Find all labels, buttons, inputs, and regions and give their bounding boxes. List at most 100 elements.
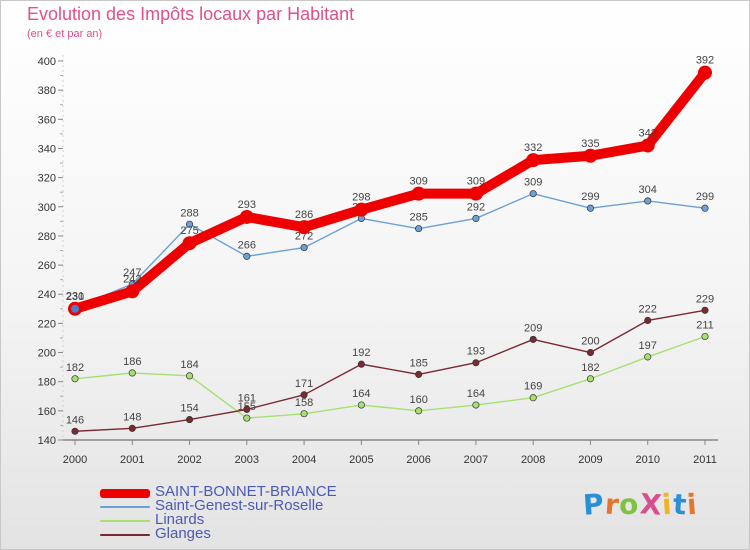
y-tick-label: 220 bbox=[38, 318, 56, 330]
data-label-saint-bonnet-briance: 230 bbox=[66, 291, 84, 303]
data-point-linards bbox=[415, 407, 423, 415]
data-point-saint-bonnet-briance bbox=[468, 186, 483, 201]
data-point-saint-genest-sur-roselle bbox=[415, 225, 423, 233]
data-label-linards: 182 bbox=[66, 362, 84, 374]
y-tick-label: 300 bbox=[38, 202, 56, 214]
data-label-linards: 197 bbox=[639, 340, 657, 352]
data-label-saint-bonnet-briance: 392 bbox=[696, 55, 714, 67]
data-point-saint-bonnet-briance bbox=[297, 220, 312, 235]
legend-label: Saint-Genest-sur-Roselle bbox=[155, 497, 324, 514]
data-label-saint-bonnet-briance: 293 bbox=[238, 199, 256, 211]
data-point-glanges bbox=[529, 335, 537, 343]
data-label-glanges: 146 bbox=[66, 414, 84, 426]
y-tick-label: 240 bbox=[38, 289, 56, 301]
x-tick-label: 2009 bbox=[578, 454, 602, 466]
data-point-linards bbox=[128, 369, 136, 377]
data-label-linards: 164 bbox=[467, 388, 485, 400]
data-point-saint-genest-sur-roselle bbox=[243, 252, 251, 260]
data-label-glanges: 209 bbox=[524, 322, 542, 334]
data-label-saint-genest-sur-roselle: 299 bbox=[581, 191, 599, 203]
y-tick-label: 180 bbox=[38, 377, 56, 389]
data-point-glanges bbox=[185, 416, 194, 424]
data-point-saint-bonnet-briance bbox=[239, 209, 254, 224]
data-point-linards bbox=[472, 401, 480, 409]
x-tick-label: 2004 bbox=[292, 454, 316, 466]
data-point-glanges bbox=[71, 427, 79, 435]
data-label-glanges: 193 bbox=[467, 346, 485, 358]
y-tick-label: 140 bbox=[38, 435, 56, 447]
y-tick-label: 260 bbox=[38, 260, 56, 272]
y-tick-label: 360 bbox=[38, 114, 56, 126]
legend-swatch bbox=[100, 489, 150, 498]
data-point-saint-genest-sur-roselle bbox=[529, 190, 537, 198]
y-tick-label: 320 bbox=[38, 173, 56, 185]
y-tick-label: 340 bbox=[38, 143, 56, 155]
legend-swatch bbox=[100, 520, 150, 522]
data-point-saint-genest-sur-roselle bbox=[472, 214, 480, 222]
data-label-linards: 184 bbox=[180, 359, 198, 371]
data-label-saint-bonnet-briance: 335 bbox=[581, 138, 599, 150]
data-label-linards: 169 bbox=[524, 381, 542, 393]
data-point-linards bbox=[300, 410, 308, 418]
chart-subtitle: (en € et par an) bbox=[27, 28, 103, 40]
data-label-saint-genest-sur-roselle: 299 bbox=[696, 191, 714, 203]
y-tick-label: 280 bbox=[38, 231, 56, 243]
data-label-glanges: 148 bbox=[123, 411, 141, 423]
data-point-saint-genest-sur-roselle bbox=[701, 204, 709, 212]
data-label-glanges: 229 bbox=[696, 293, 714, 305]
data-label-saint-bonnet-briance: 286 bbox=[295, 209, 313, 221]
data-point-saint-bonnet-briance bbox=[125, 284, 140, 299]
y-tick-label: 200 bbox=[38, 348, 56, 360]
data-label-saint-genest-sur-roselle: 304 bbox=[639, 184, 657, 196]
logo-letter: o bbox=[618, 487, 641, 522]
data-point-linards bbox=[529, 394, 537, 402]
data-point-saint-bonnet-briance bbox=[526, 153, 541, 168]
data-point-saint-bonnet-briance bbox=[354, 202, 369, 217]
data-point-glanges bbox=[644, 316, 652, 325]
x-tick-label: 2008 bbox=[521, 454, 545, 466]
data-label-saint-genest-sur-roselle: 272 bbox=[295, 231, 313, 243]
data-point-linards bbox=[701, 332, 709, 341]
data-label-linards: 160 bbox=[409, 394, 427, 406]
data-point-linards bbox=[586, 375, 595, 383]
data-label-saint-genest-sur-roselle: 247 bbox=[123, 267, 141, 279]
series-line-saint-genest-sur-roselle bbox=[74, 192, 706, 309]
data-point-glanges bbox=[701, 306, 709, 314]
data-point-glanges bbox=[472, 359, 480, 367]
data-point-saint-bonnet-briance bbox=[583, 148, 598, 163]
y-tick-label: 380 bbox=[38, 85, 56, 97]
data-label-saint-bonnet-briance: 298 bbox=[352, 192, 370, 204]
logo-letter: P bbox=[581, 487, 606, 522]
data-label-saint-genest-sur-roselle: 285 bbox=[409, 212, 427, 224]
data-point-linards bbox=[644, 353, 652, 361]
data-point-saint-genest-sur-roselle bbox=[586, 204, 595, 212]
data-point-glanges bbox=[586, 348, 595, 357]
data-label-saint-bonnet-briance: 342 bbox=[639, 128, 657, 140]
x-tick-label: 2011 bbox=[693, 454, 717, 466]
data-point-linards bbox=[185, 372, 194, 380]
data-point-inner bbox=[71, 304, 79, 313]
y-tick-label: 400 bbox=[38, 56, 56, 68]
legend-label: Linards bbox=[155, 511, 205, 528]
data-label-glanges: 154 bbox=[180, 403, 198, 415]
series-line-saint-bonnet-briance bbox=[70, 67, 710, 314]
data-point-glanges bbox=[415, 370, 423, 378]
data-point-linards bbox=[243, 414, 251, 422]
series-line-glanges bbox=[74, 309, 706, 432]
data-point-glanges bbox=[300, 391, 308, 399]
data-label-saint-genest-sur-roselle: 266 bbox=[238, 239, 256, 251]
legend-label: Glanges bbox=[155, 525, 211, 542]
x-tick-label: 2003 bbox=[235, 454, 259, 466]
data-label-linards: 164 bbox=[352, 388, 370, 400]
data-point-saint-bonnet-briance bbox=[698, 65, 712, 80]
data-point-saint-bonnet-briance bbox=[640, 138, 655, 153]
data-point-saint-genest-sur-roselle bbox=[644, 197, 652, 205]
data-label-glanges: 185 bbox=[409, 357, 427, 369]
data-label-linards: 186 bbox=[123, 356, 141, 368]
data-point-saint-genest-sur-roselle bbox=[185, 220, 194, 228]
data-label-glanges: 222 bbox=[639, 303, 657, 315]
data-label-glanges: 192 bbox=[352, 347, 370, 359]
proxiti-logo: ProXiti bbox=[581, 487, 699, 522]
